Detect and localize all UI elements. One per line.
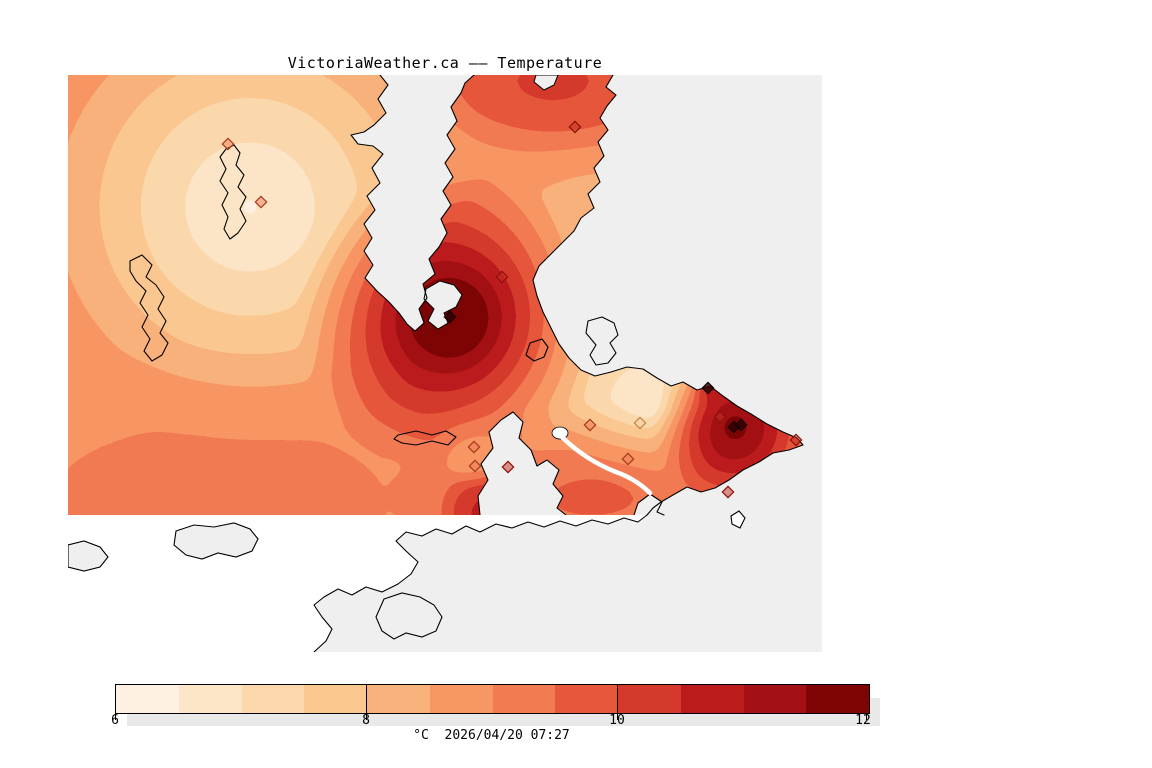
colorbar-label-8: 8 (362, 713, 370, 728)
gorge-waterway (559, 434, 653, 496)
colorbar-label-10: 10 (609, 713, 625, 728)
victoria-harbour-water (634, 494, 664, 515)
colorbar-label-12: 12 (855, 713, 871, 728)
colorbar-divider-8 (366, 684, 367, 714)
peninsula-east-coastline (532, 74, 804, 516)
temperature-map (67, 74, 822, 653)
prospect-lake (525, 338, 549, 362)
elk-lake (585, 316, 619, 366)
colorbar-tick-12 (866, 713, 867, 720)
colorbar-label-6: 6 (111, 713, 119, 728)
station-marker (501, 460, 515, 474)
langford-lake (393, 430, 457, 446)
colorbar-segment (116, 685, 179, 713)
esquimalt-harbour-shore (477, 411, 567, 516)
station-marker (568, 120, 582, 134)
station-marker (734, 418, 748, 432)
sooke-lake (129, 254, 169, 362)
station-marker (583, 418, 597, 432)
colorbar-unit: °C (413, 728, 429, 743)
colorbar-segment (304, 685, 367, 713)
station-marker (467, 440, 481, 454)
colorbar-segment (743, 685, 807, 713)
station-marker (713, 410, 727, 424)
colorbar-tick-10 (617, 713, 618, 720)
colorbar-segment (680, 685, 744, 713)
colorbar-timestamp: 2026/04/20 07:27 (444, 728, 570, 743)
trial-island (730, 510, 746, 529)
saanich-inlet-coastline (350, 74, 475, 332)
colorbar-segment (367, 685, 430, 713)
esquimalt-lagoon-water (173, 522, 259, 560)
colorbar-segment (429, 685, 493, 713)
sooke-bay-water (67, 540, 109, 572)
station-marker (621, 452, 635, 466)
station-markers (221, 120, 803, 499)
station-marker (721, 485, 735, 499)
witty-lagoon-water (375, 592, 443, 640)
station-marker (254, 195, 268, 209)
colorbar-segment (806, 685, 869, 713)
station-marker (468, 459, 482, 473)
station-marker (221, 137, 235, 151)
colorbar-segment (492, 685, 556, 713)
station-marker (443, 310, 457, 324)
colorbar-segment (618, 685, 681, 713)
station-marker (495, 270, 509, 284)
colorbar-segment (555, 685, 618, 713)
colorbar-tick-8 (366, 713, 367, 720)
colorbar-segment (178, 685, 242, 713)
shawnigan-lake (219, 144, 247, 240)
station-marker (633, 416, 647, 430)
tsehum-harbour-water (533, 74, 559, 91)
station-marker (789, 433, 803, 447)
colorbar-tick-6 (115, 713, 116, 720)
colorbar-caption: °C 2026/04/20 07:27 (115, 728, 868, 743)
colorbar-segment (241, 685, 305, 713)
colorbar-bar (115, 684, 870, 714)
station-marker (701, 381, 715, 395)
map-canvas (67, 74, 822, 653)
no-data-coastline (313, 514, 648, 653)
map-title: VictoriaWeather.ca —— Temperature (287, 54, 603, 72)
esquimalt-harbour-water (478, 412, 566, 515)
colorbar-divider-10 (617, 684, 618, 714)
victoria-harbour-shore (633, 493, 665, 516)
